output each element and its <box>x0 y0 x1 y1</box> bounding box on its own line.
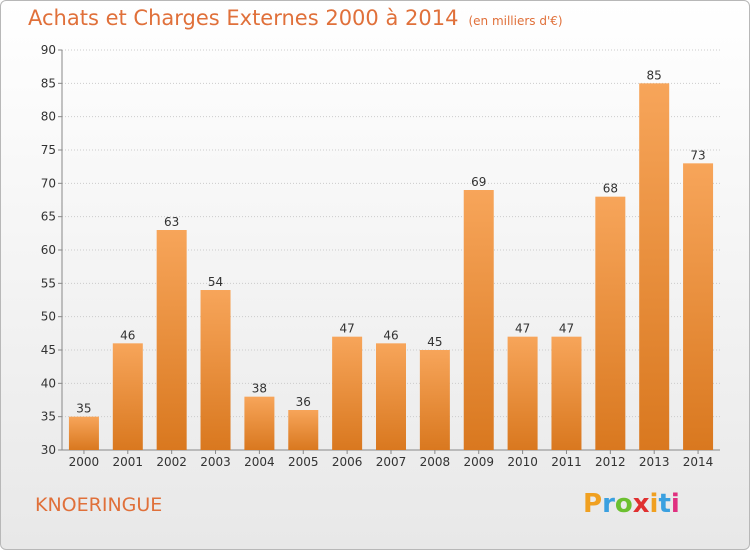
bar-2004[interactable] <box>244 396 275 450</box>
x-tick-label-2002: 2002 <box>156 455 187 469</box>
y-tick-label: 80 <box>41 110 56 124</box>
proxiti-logo-letter: r <box>602 489 615 519</box>
proxiti-logo-letter: t <box>658 489 671 519</box>
x-tick-label-2007: 2007 <box>376 455 407 469</box>
data-label-2007: 46 <box>383 328 398 342</box>
data-labels: 35 46 63 54 38 36 47 46 45 69 47 47 68 85 73 <box>76 68 705 415</box>
y-tick-label: 60 <box>41 243 56 257</box>
bar-2003[interactable] <box>200 290 231 450</box>
bar-2011[interactable] <box>551 336 582 450</box>
bar-2010[interactable] <box>507 336 538 450</box>
y-tick-labels: 30 35 40 45 50 55 60 65 70 75 80 85 90 <box>41 43 56 457</box>
y-tick-label: 70 <box>41 176 56 190</box>
x-tick-label-2008: 2008 <box>420 455 451 469</box>
y-tick-label: 35 <box>41 410 56 424</box>
x-tick-label-2012: 2012 <box>595 455 626 469</box>
data-label-2006: 47 <box>339 322 354 336</box>
bar-2013[interactable] <box>639 83 670 450</box>
x-tick-label-2014: 2014 <box>683 455 714 469</box>
proxiti-logo-letter: i <box>670 489 680 519</box>
x-tick-labels: 2000 2001 2002 2003 2004 2005 2006 2007 2008 2009… <box>69 455 714 469</box>
bar-2008[interactable] <box>419 350 450 450</box>
data-label-2001: 46 <box>120 328 135 342</box>
x-tick-label-2004: 2004 <box>244 455 275 469</box>
y-tick-label: 50 <box>41 310 56 324</box>
y-tick-label: 90 <box>41 43 56 57</box>
x-tick-label-2013: 2013 <box>639 455 670 469</box>
data-label-2009: 69 <box>471 175 486 189</box>
x-tick-label-2006: 2006 <box>332 455 363 469</box>
x-tick-label-2011: 2011 <box>551 455 582 469</box>
data-label-2005: 36 <box>296 395 311 409</box>
x-tick-label-2009: 2009 <box>463 455 494 469</box>
bars <box>68 83 714 451</box>
chart-header: Achats et Charges Externes 2000 à 2014 (e… <box>28 6 563 30</box>
bar-2012[interactable] <box>595 196 626 450</box>
bar-2014[interactable] <box>683 163 714 451</box>
proxiti-logo-letter: i <box>649 489 659 519</box>
data-label-2011: 47 <box>559 322 574 336</box>
bar-2000[interactable] <box>68 416 99 450</box>
x-tick-label-2010: 2010 <box>507 455 538 469</box>
x-tick-label-2003: 2003 <box>200 455 231 469</box>
data-label-2013: 85 <box>647 68 662 82</box>
chart-unit: (en milliers d'€) <box>468 14 563 28</box>
x-tick-label-2001: 2001 <box>113 455 144 469</box>
y-tick-label: 85 <box>41 76 56 90</box>
data-label-2012: 68 <box>603 182 618 196</box>
data-label-2004: 38 <box>252 382 267 396</box>
y-tick-label: 55 <box>41 276 56 290</box>
data-label-2014: 73 <box>690 148 705 162</box>
chart-title: Achats et Charges Externes 2000 à 2014 <box>28 6 459 30</box>
data-label-2003: 54 <box>208 275 223 289</box>
proxiti-logo-letter: o <box>614 489 633 519</box>
proxiti-logo[interactable]: Proxiti <box>583 489 680 519</box>
bar-2009[interactable] <box>463 190 494 450</box>
proxiti-logo-letter: P <box>583 489 603 519</box>
bar-2007[interactable] <box>376 343 406 450</box>
bar-2002[interactable] <box>156 230 187 450</box>
data-label-2002: 63 <box>164 215 179 229</box>
commune-name: KNOERINGUE <box>35 494 163 516</box>
data-label-2008: 45 <box>427 335 442 349</box>
x-tick-label-2005: 2005 <box>288 455 319 469</box>
data-label-2000: 35 <box>76 402 91 416</box>
bar-2005[interactable] <box>288 410 319 450</box>
data-label-2010: 47 <box>515 322 530 336</box>
x-tick-label-2000: 2000 <box>69 455 100 469</box>
bar-2006[interactable] <box>332 336 363 450</box>
y-tick-label: 30 <box>41 443 56 457</box>
bar-2001[interactable] <box>112 343 143 450</box>
y-tick-label: 75 <box>41 143 56 157</box>
proxiti-logo-letter: x <box>632 489 650 519</box>
y-tick-label: 65 <box>41 210 56 224</box>
y-tick-label: 45 <box>41 343 56 357</box>
y-tick-label: 40 <box>41 376 56 390</box>
